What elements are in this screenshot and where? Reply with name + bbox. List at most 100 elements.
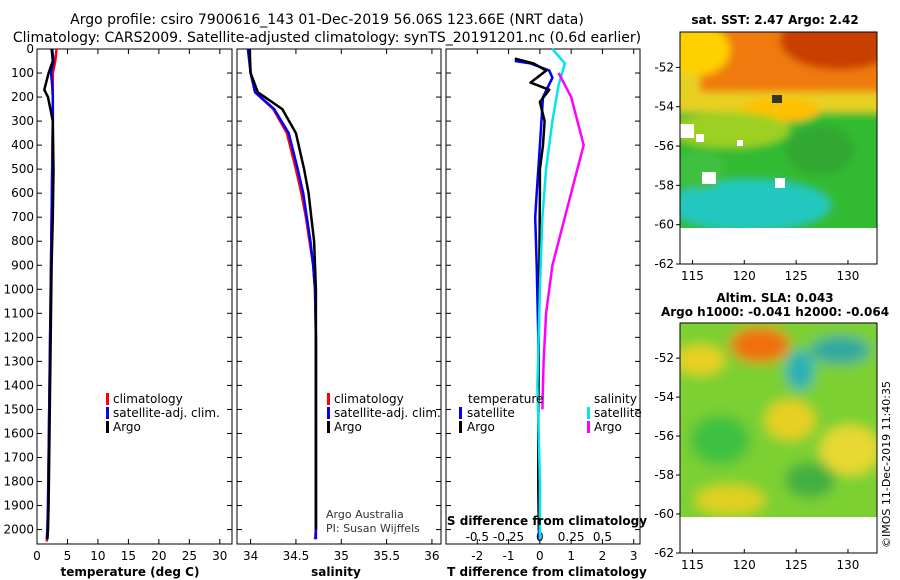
x-tick-label: 10 — [90, 549, 105, 563]
sst-map: sat. SST: 2.47 Argo: 2.42 — [654, 13, 878, 283]
s-difference-axis-label: S difference from climatology — [447, 514, 647, 528]
map-lat-label: -52 — [654, 60, 674, 74]
map-lat-label: -62 — [654, 257, 674, 271]
x-tick-label: 5 — [64, 549, 72, 563]
legend-s-satellite-label: satellite — [594, 406, 642, 420]
map-lat-label: -60 — [654, 507, 674, 521]
y-tick-label: 1500 — [3, 402, 34, 416]
sla-map-title-line-1: Altim. SLA: 0.043 — [716, 291, 833, 305]
x2-tick-label: -0.5 — [466, 530, 489, 544]
x-tick-label: 20 — [151, 549, 166, 563]
imos-timestamp: ©IMOS 11-Dec-2019 11:40:35 — [880, 381, 893, 548]
legend-salinity-header: salinity — [594, 392, 637, 406]
map-lat-label: -60 — [654, 218, 674, 232]
y-tick-label: 2000 — [3, 523, 34, 537]
map-lat-label: -54 — [654, 100, 674, 114]
y-tick-label: 1700 — [3, 450, 34, 464]
y-tick-label: 300 — [11, 114, 34, 128]
x-tick-label: 36 — [424, 549, 439, 563]
x-tick-label: 35.5 — [373, 549, 400, 563]
map-lat-label: -58 — [654, 468, 674, 482]
x-tick-label: 30 — [212, 549, 227, 563]
y-tick-label: 0 — [26, 42, 34, 56]
sla-map-image — [680, 323, 877, 517]
x-tick-label: 0 — [33, 549, 41, 563]
legend-climatology-label: climatology — [113, 392, 183, 406]
map-lon-label: 115 — [681, 269, 704, 283]
map-lat-label: -62 — [654, 546, 674, 560]
title-line-2: Climatology: CARS2009. Satellite-adjuste… — [13, 30, 641, 46]
x-tick-label: 34.5 — [283, 549, 310, 563]
temperature-legend: climatology satellite-adj. clim. Argo — [106, 392, 220, 434]
argo-australia-credit: Argo Australia — [326, 508, 404, 521]
legend-satellite-label: satellite-adj. clim. — [334, 406, 441, 420]
legend-argo-swatch — [106, 421, 109, 433]
legend-t-argo-label: Argo — [467, 420, 495, 434]
y-tick-label: 900 — [11, 258, 34, 272]
map-lon-label: 120 — [733, 269, 756, 283]
legend-climatology-swatch — [327, 393, 330, 405]
y-tick-label: 1600 — [3, 426, 34, 440]
x2-tick-label: 0.5 — [593, 530, 612, 544]
legend-s-satellite-swatch — [587, 407, 590, 419]
legend-satellite-swatch — [106, 407, 109, 419]
x-tick-label: 3 — [630, 549, 638, 563]
series-line-argo — [248, 48, 318, 530]
map-lon-label: 130 — [837, 558, 860, 572]
legend-argo-label: Argo — [113, 420, 141, 434]
x-tick-label: 35 — [334, 549, 349, 563]
legend-argo-swatch — [327, 421, 330, 433]
y-tick-label: 100 — [11, 66, 34, 80]
map-lon-label: 125 — [785, 558, 808, 572]
t-difference-axis-label: T difference from climatology — [447, 565, 647, 579]
x-tick-label: 0 — [536, 549, 544, 563]
map-lat-label: -56 — [654, 429, 674, 443]
x-tick-label: 2 — [599, 549, 607, 563]
x-tick-label: 1 — [567, 549, 575, 563]
map-lon-label: 125 — [785, 269, 808, 283]
legend-temperature-header: temperature — [468, 392, 543, 406]
map-lat-label: -54 — [654, 390, 674, 404]
y-tick-label: 800 — [11, 234, 34, 248]
difference-plot-frame — [445, 48, 641, 545]
y-tick-label: 1400 — [3, 378, 34, 392]
legend-s-argo-label: Argo — [594, 420, 622, 434]
x2-tick-label: 0.25 — [558, 530, 585, 544]
legend-s-argo-swatch — [587, 421, 590, 433]
map-lon-label: 120 — [733, 558, 756, 572]
pi-credit: PI: Susan Wijffels — [326, 522, 420, 535]
sla-map: Altim. SLA: 0.043 Argo h1000: -0.041 h20… — [654, 291, 889, 572]
x-tick-label: 34 — [243, 549, 258, 563]
difference-legend: temperature satellite Argo salinity sate… — [459, 392, 642, 434]
x-tick-label: 25 — [182, 549, 197, 563]
x-tick-label: 15 — [121, 549, 136, 563]
sst-map-image — [680, 32, 877, 228]
y-tick-label: 500 — [11, 162, 34, 176]
series-line-argo — [43, 48, 55, 540]
legend-t-satellite-label: satellite — [467, 406, 515, 420]
sst-map-title: sat. SST: 2.47 Argo: 2.42 — [691, 13, 858, 27]
salinity-legend: climatology satellite-adj. clim. Argo — [327, 392, 441, 434]
y-tick-label: 1300 — [3, 354, 34, 368]
x-tick-label: -1 — [503, 549, 515, 563]
legend-t-satellite-swatch — [459, 407, 462, 419]
legend-climatology-label: climatology — [334, 392, 404, 406]
map-lat-label: -52 — [654, 351, 674, 365]
y-tick-label: 1200 — [3, 330, 34, 344]
x2-tick-label: -0.25 — [493, 530, 524, 544]
y-tick-label: 600 — [11, 186, 34, 200]
title-line-1: Argo profile: csiro 7900616_143 01-Dec-2… — [70, 12, 584, 28]
legend-satellite-swatch — [327, 407, 330, 419]
salinity-plot-frame — [236, 48, 442, 545]
legend-t-argo-swatch — [459, 421, 462, 433]
y-tick-label: 1100 — [3, 306, 34, 320]
legend-climatology-swatch — [106, 393, 109, 405]
salinity-axis-label: salinity — [311, 565, 361, 579]
y-tick-label: 1900 — [3, 499, 34, 513]
sla-map-title-line-2: Argo h1000: -0.041 h2000: -0.064 — [661, 305, 889, 319]
salinity-panel: 34 34.5 35 35.5 36 salinity climatology sate… — [236, 48, 442, 579]
map-lon-label: 130 — [837, 269, 860, 283]
series-line-s-argo — [541, 72, 585, 410]
temperature-plot-frame — [36, 48, 233, 545]
